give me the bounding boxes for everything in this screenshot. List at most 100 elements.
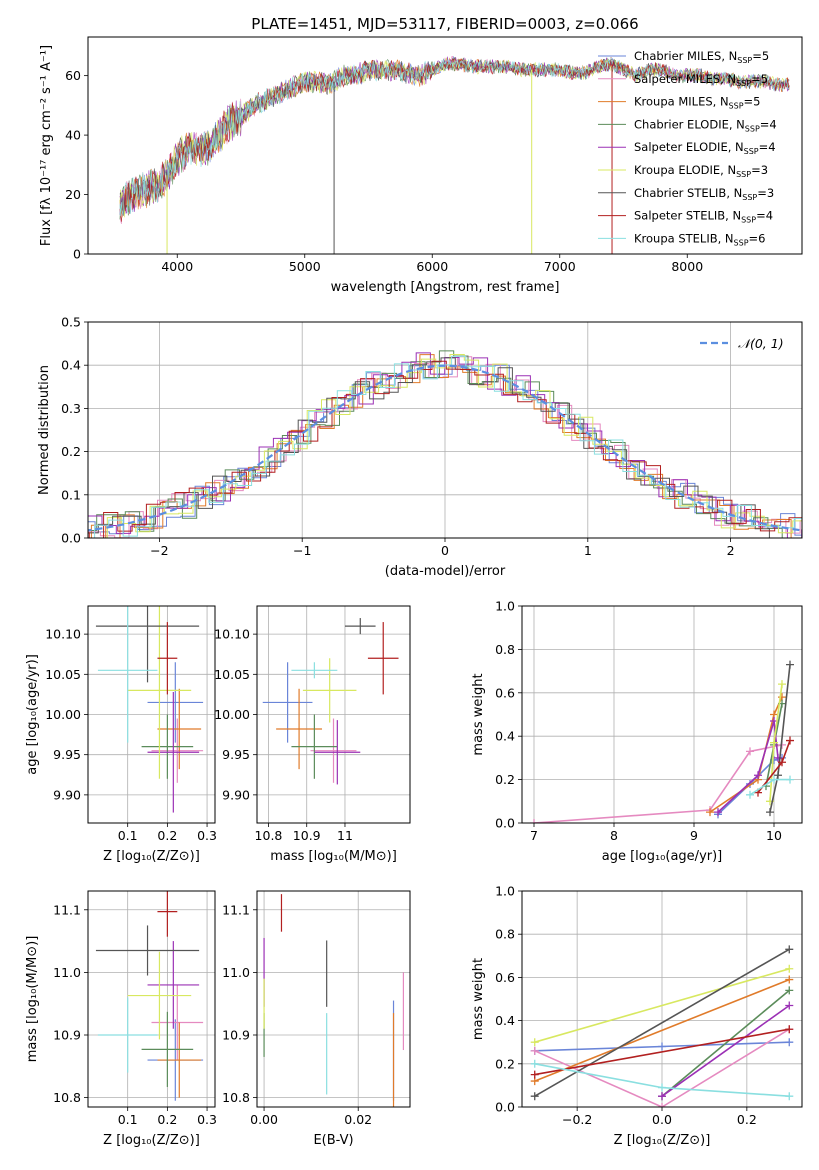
x-tick-label: 0.3 <box>197 828 217 843</box>
series-marker <box>530 819 538 823</box>
series-marker <box>778 680 786 689</box>
y-tick-label: 10.05 <box>45 667 81 682</box>
x-axis-label: Z [log₁₀(Z/Z⊙)] <box>103 1133 200 1148</box>
series-marker <box>770 738 778 747</box>
legend-ssp-sub: SSP <box>744 147 759 156</box>
y-axis-label: Flux [fλ 10⁻¹⁷ erg cm⁻² s⁻¹ A⁻¹] <box>39 45 54 246</box>
errorbar-point <box>147 691 200 813</box>
series <box>714 717 782 817</box>
y-tick-label: 0.0 <box>495 816 515 831</box>
legend-nssp-value: =3 <box>757 186 774 200</box>
y-tick-label: 0.2 <box>61 444 81 459</box>
errorbar-point <box>97 606 158 743</box>
y-tick-label: 9.90 <box>53 787 81 802</box>
spectrum-lines <box>119 56 790 254</box>
series-marker <box>786 660 794 669</box>
x-tick-label: 7 <box>530 828 538 843</box>
y-tick-label: 20 <box>65 187 81 202</box>
series-marker <box>770 775 778 784</box>
axes-frame <box>256 890 411 1108</box>
x-tick-label: 10.9 <box>293 828 321 843</box>
y-tick-label: 10.10 <box>45 627 81 642</box>
y-tick-label: 10.00 <box>45 707 81 722</box>
series-marker <box>530 1046 539 1055</box>
legend-ssp-sub: SSP <box>729 102 744 111</box>
y-tick-label: 0.2 <box>495 772 515 787</box>
errorbar-point <box>157 622 178 695</box>
x-tick-label: 0.0 <box>652 1112 672 1127</box>
y-axis-label: age [log₁₀(age/yr)] <box>25 654 40 775</box>
series-marker <box>785 1025 794 1034</box>
legend-label: Kroupa STELIB, NSSP=6 <box>634 231 765 247</box>
axes-frame <box>87 321 803 539</box>
x-tick-label: 8000 <box>671 259 703 274</box>
y-tick-label: 10.05 <box>214 667 250 682</box>
legend-nssp-value: =5 <box>744 95 761 109</box>
grid-lines <box>257 891 410 1107</box>
y-tick-label: 0 <box>73 247 81 262</box>
legend-nssp-value: =4 <box>760 117 777 131</box>
y-tick-label: 0.4 <box>495 729 515 744</box>
legend-label: Salpeter MILES, NSSP=5 <box>634 72 768 88</box>
series-marker <box>530 1092 539 1101</box>
series-marker <box>754 771 762 780</box>
y-tick-label: 9.90 <box>222 787 250 802</box>
legend-series-name: Kroupa MILES, N <box>634 95 729 109</box>
axes-frame <box>256 605 411 824</box>
series-marker <box>786 736 794 745</box>
series-line <box>661 1004 790 1097</box>
x-axis-label: wavelength [Angstrom, rest frame] <box>331 280 560 295</box>
series-line <box>534 1028 790 1107</box>
errorbar-point <box>310 718 357 783</box>
y-tick-label: 0.0 <box>61 531 81 546</box>
legend-label: Chabrier MILES, NSSP=5 <box>634 49 769 65</box>
x-tick-label: 8 <box>610 828 618 843</box>
grid-lines <box>522 890 802 1108</box>
legend-ssp-sub: SSP <box>742 193 757 202</box>
legend-ssp-sub: SSP <box>737 56 752 65</box>
y-tick-label: 0.1 <box>61 487 81 502</box>
x-tick-label: 10.8 <box>255 828 283 843</box>
x-tick-label: 0.02 <box>344 1112 372 1127</box>
legend-series-name: Salpeter ELODIE, N <box>634 140 744 154</box>
errorbar-point <box>302 658 357 723</box>
y-tick-label: 10.10 <box>214 627 250 642</box>
y-tick-label: 0.8 <box>495 927 515 942</box>
x-tick-label: 11 <box>337 828 353 843</box>
y-tick-label: 10.9 <box>222 1028 250 1043</box>
y-tick-label: 11.1 <box>53 902 81 917</box>
series-marker <box>785 964 794 973</box>
legend-series-name: Chabrier MILES, N <box>634 49 737 63</box>
y-axis-label: mass weight <box>471 673 486 755</box>
series-line <box>534 1028 790 1076</box>
x-tick-label: 0.00 <box>250 1112 278 1127</box>
legend-nssp-value: =3 <box>751 163 768 177</box>
y-tick-label: 10.8 <box>222 1090 250 1105</box>
errorbar-point <box>157 688 202 770</box>
axes-frame <box>87 36 803 255</box>
histogram-steps <box>88 354 802 538</box>
x-tick-label: 0.1 <box>118 828 138 843</box>
panel-age_vs_mass: 10.8 10.9 11 9.90 9.95 10.00 10.05 10.10 mass [l… <box>214 605 411 864</box>
panel-mass_vs_Z: 0.1 0.2 0.3 10.8 10.9 11.0 11.1 Z [log₁₀(Z/Z⊙)]… <box>25 890 217 1148</box>
x-tick-label: 0.1 <box>118 1112 138 1127</box>
errorbar-point <box>141 1011 194 1087</box>
series-marker <box>778 758 786 767</box>
y-tick-label: 0.0 <box>495 1100 515 1115</box>
legend-nssp-value: =6 <box>749 231 766 245</box>
series-line <box>533 744 783 823</box>
x-axis-label: (data-model)/error <box>385 564 506 579</box>
series-marker <box>658 1042 666 1051</box>
series-marker <box>714 808 722 817</box>
errorbars <box>262 618 399 785</box>
legend-ssp-sub: SSP <box>736 79 751 88</box>
grid-lines <box>257 606 410 823</box>
series <box>530 964 794 1047</box>
errorbar-point <box>127 606 192 779</box>
legend-series-name: Salpeter STELIB, N <box>634 209 741 223</box>
y-tick-label: 9.95 <box>222 747 250 762</box>
x-tick-label: 0.2 <box>157 1112 177 1127</box>
y-tick-label: 40 <box>65 128 81 143</box>
x-tick-label: 0 <box>441 543 449 558</box>
y-tick-label: 60 <box>65 68 81 83</box>
